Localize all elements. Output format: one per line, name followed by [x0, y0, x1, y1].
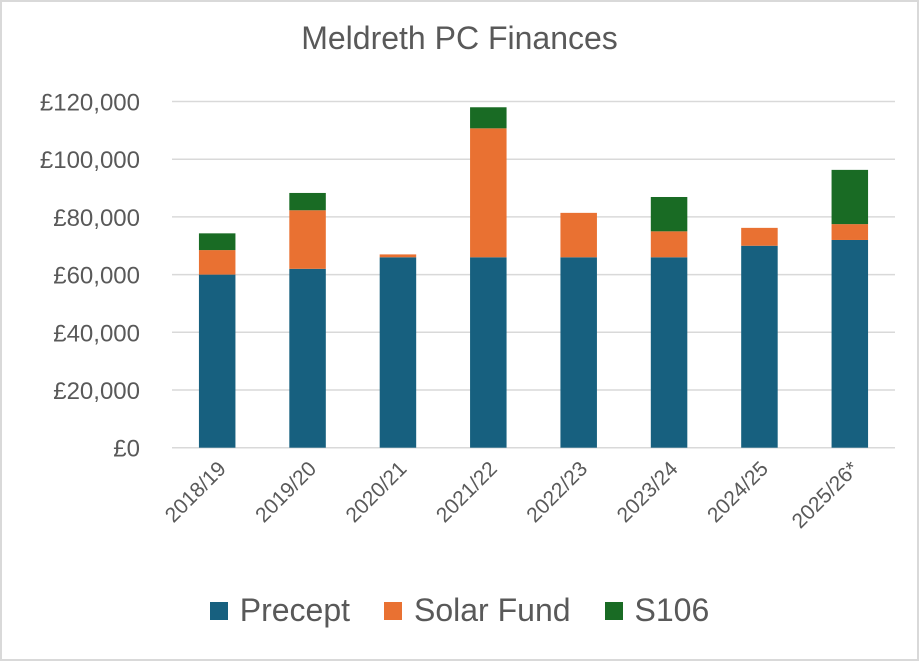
legend-swatch-precept — [209, 601, 228, 620]
bar-solar-fund — [379, 254, 417, 258]
legend-swatch-s106 — [604, 601, 623, 620]
bar-s106 — [289, 192, 326, 211]
y-tick-label: £40,000 — [53, 320, 140, 347]
y-tick-label: £120,000 — [40, 90, 140, 117]
bar-s106 — [470, 107, 507, 129]
bar-s106 — [831, 169, 869, 225]
bar-precept — [379, 257, 417, 448]
bar-solar-fund — [289, 210, 326, 269]
y-tick-label: £20,000 — [53, 378, 140, 405]
bar-solar-fund — [650, 231, 688, 258]
bar-precept — [560, 257, 597, 448]
y-axis-ticks: £0 £20,000 £40,000 £60,000 £80,000 £100,000 £1… — [40, 90, 140, 463]
bars — [198, 107, 869, 448]
bar-solar-fund — [741, 227, 778, 246]
x-tick-label: 2022/23 — [522, 457, 592, 527]
bar-s106 — [650, 196, 688, 232]
bar-precept — [650, 257, 688, 448]
x-tick-label: 2018/19 — [161, 457, 231, 527]
legend: Precept Solar Fund S106 — [0, 592, 919, 629]
x-tick-label: 2024/25 — [703, 457, 773, 527]
x-tick-label: 2020/21 — [342, 457, 412, 527]
y-tick-label: £80,000 — [53, 205, 140, 232]
x-tick-label: 2021/22 — [432, 457, 502, 527]
y-tick-label: £60,000 — [53, 263, 140, 290]
legend-label-solar-fund: Solar Fund — [414, 592, 571, 628]
bar-precept — [198, 274, 236, 448]
x-tick-label: 2019/20 — [251, 457, 321, 527]
x-tick-label: 2023/24 — [613, 457, 683, 527]
legend-swatch-solar-fund — [384, 601, 402, 620]
bar-solar-fund — [560, 212, 597, 258]
legend-item-solar-fund[interactable]: Solar Fund — [384, 592, 571, 629]
bar-precept — [470, 257, 507, 448]
bar-precept — [289, 268, 326, 448]
gridlines — [172, 100, 895, 449]
bar-precept — [831, 239, 869, 448]
legend-label-s106: S106 — [634, 592, 710, 628]
x-axis-ticks: 2018/19 2019/20 2020/21 2021/22 2022/23 2023/… — [161, 457, 864, 533]
bar-solar-fund — [198, 250, 236, 275]
legend-item-s106[interactable]: S106 — [604, 592, 710, 629]
bar-solar-fund — [470, 128, 507, 258]
bar-s106 — [198, 233, 236, 251]
x-tick-label: 2025/26* — [788, 457, 864, 533]
y-tick-label: £100,000 — [40, 147, 140, 174]
legend-label-precept: Precept — [239, 592, 350, 628]
bar-solar-fund — [831, 224, 869, 240]
y-tick-label: £0 — [113, 436, 140, 463]
chart-title: Meldreth PC Finances — [301, 20, 618, 56]
bar-precept — [741, 245, 778, 448]
legend-item-precept[interactable]: Precept — [209, 592, 350, 629]
